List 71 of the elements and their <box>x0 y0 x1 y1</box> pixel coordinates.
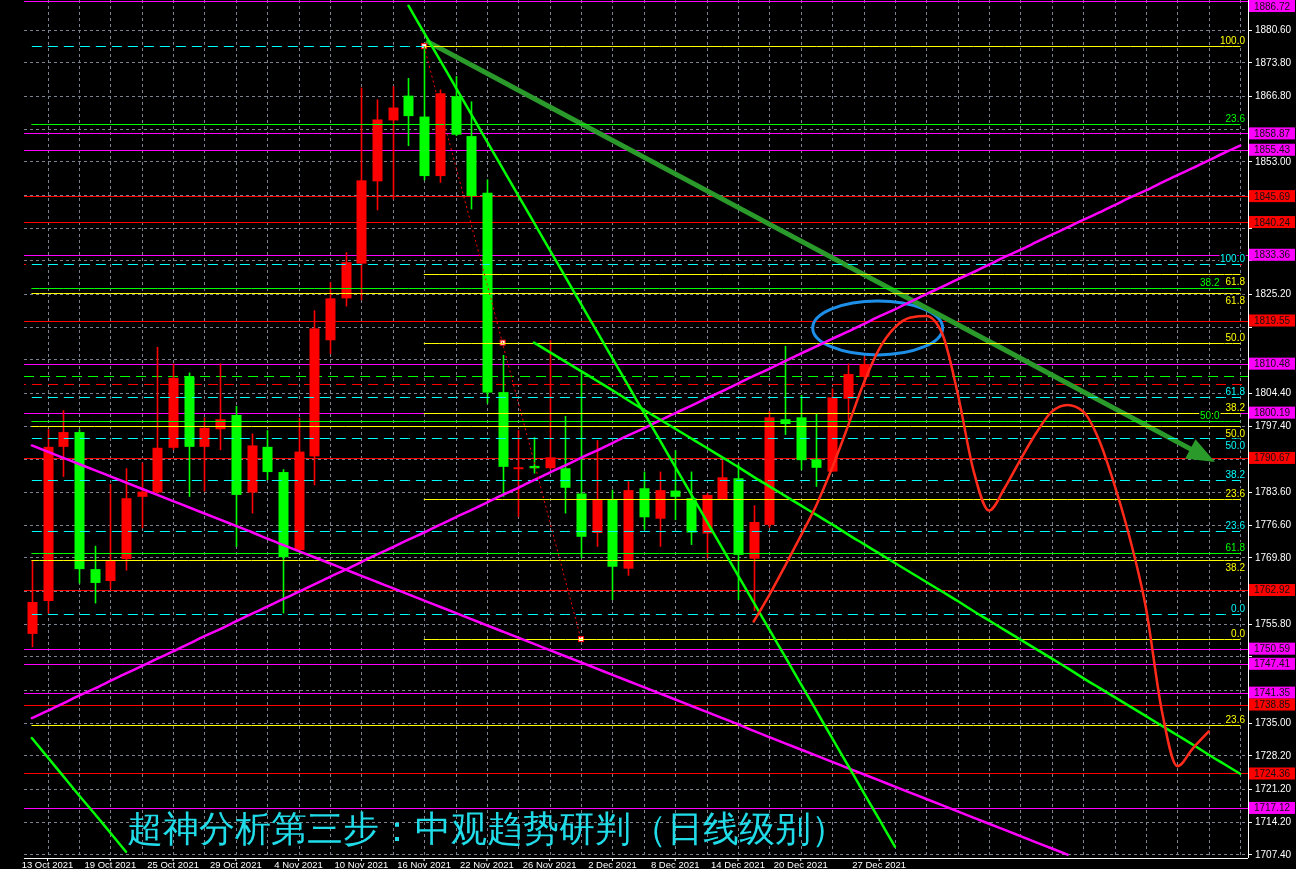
y-tick-label: 1707.40 <box>1255 848 1292 860</box>
y-tick-label: 1797.40 <box>1255 420 1292 432</box>
y-tick-label: 1728.20 <box>1255 749 1292 761</box>
series-label: 0.0 <box>1231 628 1246 639</box>
y-tick-label: 1783.60 <box>1255 486 1292 498</box>
series-label: 38.2 <box>1225 561 1246 573</box>
y-tick-label: 1769.80 <box>1255 551 1292 563</box>
x-tick-label: 10 Nov 2021 <box>334 859 389 869</box>
y-tick-label: 1721.20 <box>1255 783 1292 795</box>
series-label: 38.2 <box>1200 277 1220 288</box>
series-label: 23.6 <box>1225 488 1246 499</box>
y-tick-label: 1714.20 <box>1255 816 1292 828</box>
x-tick-label: 4 Nov 2021 <box>274 859 323 869</box>
ref-line-label: 1855.43 <box>1253 144 1291 156</box>
candlestick <box>670 449 681 521</box>
x-tick-label: 20 Dec 2021 <box>773 859 828 869</box>
y-tick-label: 1853.00 <box>1255 155 1292 167</box>
ref-line-label: 1858.87 <box>1253 127 1291 139</box>
series-label: 50.0 <box>1225 332 1246 343</box>
series-label: 61.8 <box>1225 386 1246 397</box>
series-label: 38.2 <box>1225 402 1246 413</box>
series-label: 100.0 <box>1219 253 1246 264</box>
y-tick-label: 1866.80 <box>1255 90 1292 102</box>
x-tick-label: 16 Nov 2021 <box>397 859 452 869</box>
y-tick-label: 1776.60 <box>1255 519 1292 531</box>
candlestick <box>58 409 69 478</box>
x-tick-label: 22 Nov 2021 <box>459 859 514 869</box>
x-tick-label: 26 Nov 2021 <box>522 859 577 869</box>
ref-line-label: 1810.48 <box>1253 358 1291 370</box>
series-label: 0.0 <box>1231 603 1246 614</box>
x-tick-label: 27 Dec 2021 <box>852 859 907 869</box>
series-label: 23.6 <box>1225 113 1246 124</box>
ref-line-label: 1800.19 <box>1253 407 1291 419</box>
ref-line-label: 1790.67 <box>1253 452 1291 464</box>
series-label: 50.0 <box>1225 439 1246 451</box>
series-label: 23.6 <box>1225 520 1246 531</box>
series-label: 61.8 <box>1225 294 1246 306</box>
ref-line-label: 1840.24 <box>1253 216 1291 228</box>
y-tick-label: 1873.80 <box>1255 56 1292 68</box>
x-tick-label: 13 Oct 2021 <box>21 859 74 869</box>
ref-line-label: 1886.72 <box>1253 0 1291 12</box>
y-tick-label: 1880.60 <box>1255 24 1292 36</box>
y-tick-label: 1755.80 <box>1255 618 1292 630</box>
ref-line-label: 1738.85 <box>1253 699 1291 711</box>
x-tick-label: 2 Dec 2021 <box>588 859 637 869</box>
ref-line-label: 1717.12 <box>1253 802 1291 814</box>
y-tick-label: 1804.40 <box>1255 387 1292 399</box>
x-tick-label: 8 Dec 2021 <box>650 859 700 869</box>
series-label: 38.2 <box>1225 469 1246 480</box>
ref-line-label: 1833.36 <box>1253 249 1291 261</box>
ref-line-label: 1762.92 <box>1253 584 1291 596</box>
series-label: 50.0 <box>1225 427 1246 439</box>
ref-line-label: 1741.35 <box>1253 687 1291 699</box>
x-tick-label: 29 Oct 2021 <box>209 859 262 869</box>
x-tick-label: 25 Oct 2021 <box>147 859 199 869</box>
ref-line-label: 1724.36 <box>1253 767 1291 779</box>
y-tick-label: 1735.00 <box>1255 717 1292 729</box>
series-label: 100.0 <box>1219 35 1246 46</box>
ref-line-label: 1750.59 <box>1253 643 1291 655</box>
y-tick-label: 1825.20 <box>1255 288 1292 300</box>
x-tick-label: 14 Dec 2021 <box>711 859 765 869</box>
series-label: 61.8 <box>1225 275 1246 287</box>
line-series <box>30 736 128 854</box>
series-label: 23.6 <box>1225 714 1246 725</box>
ref-line-label: 1819.55 <box>1253 315 1291 326</box>
ref-line-label: 1845.69 <box>1253 190 1291 202</box>
ref-line-label: 1747.41 <box>1253 658 1291 670</box>
candlestick <box>717 459 728 500</box>
candlestick <box>137 461 148 530</box>
series-label: 61.8 <box>1225 542 1246 553</box>
x-tick-label: 19 Oct 2021 <box>84 859 137 869</box>
